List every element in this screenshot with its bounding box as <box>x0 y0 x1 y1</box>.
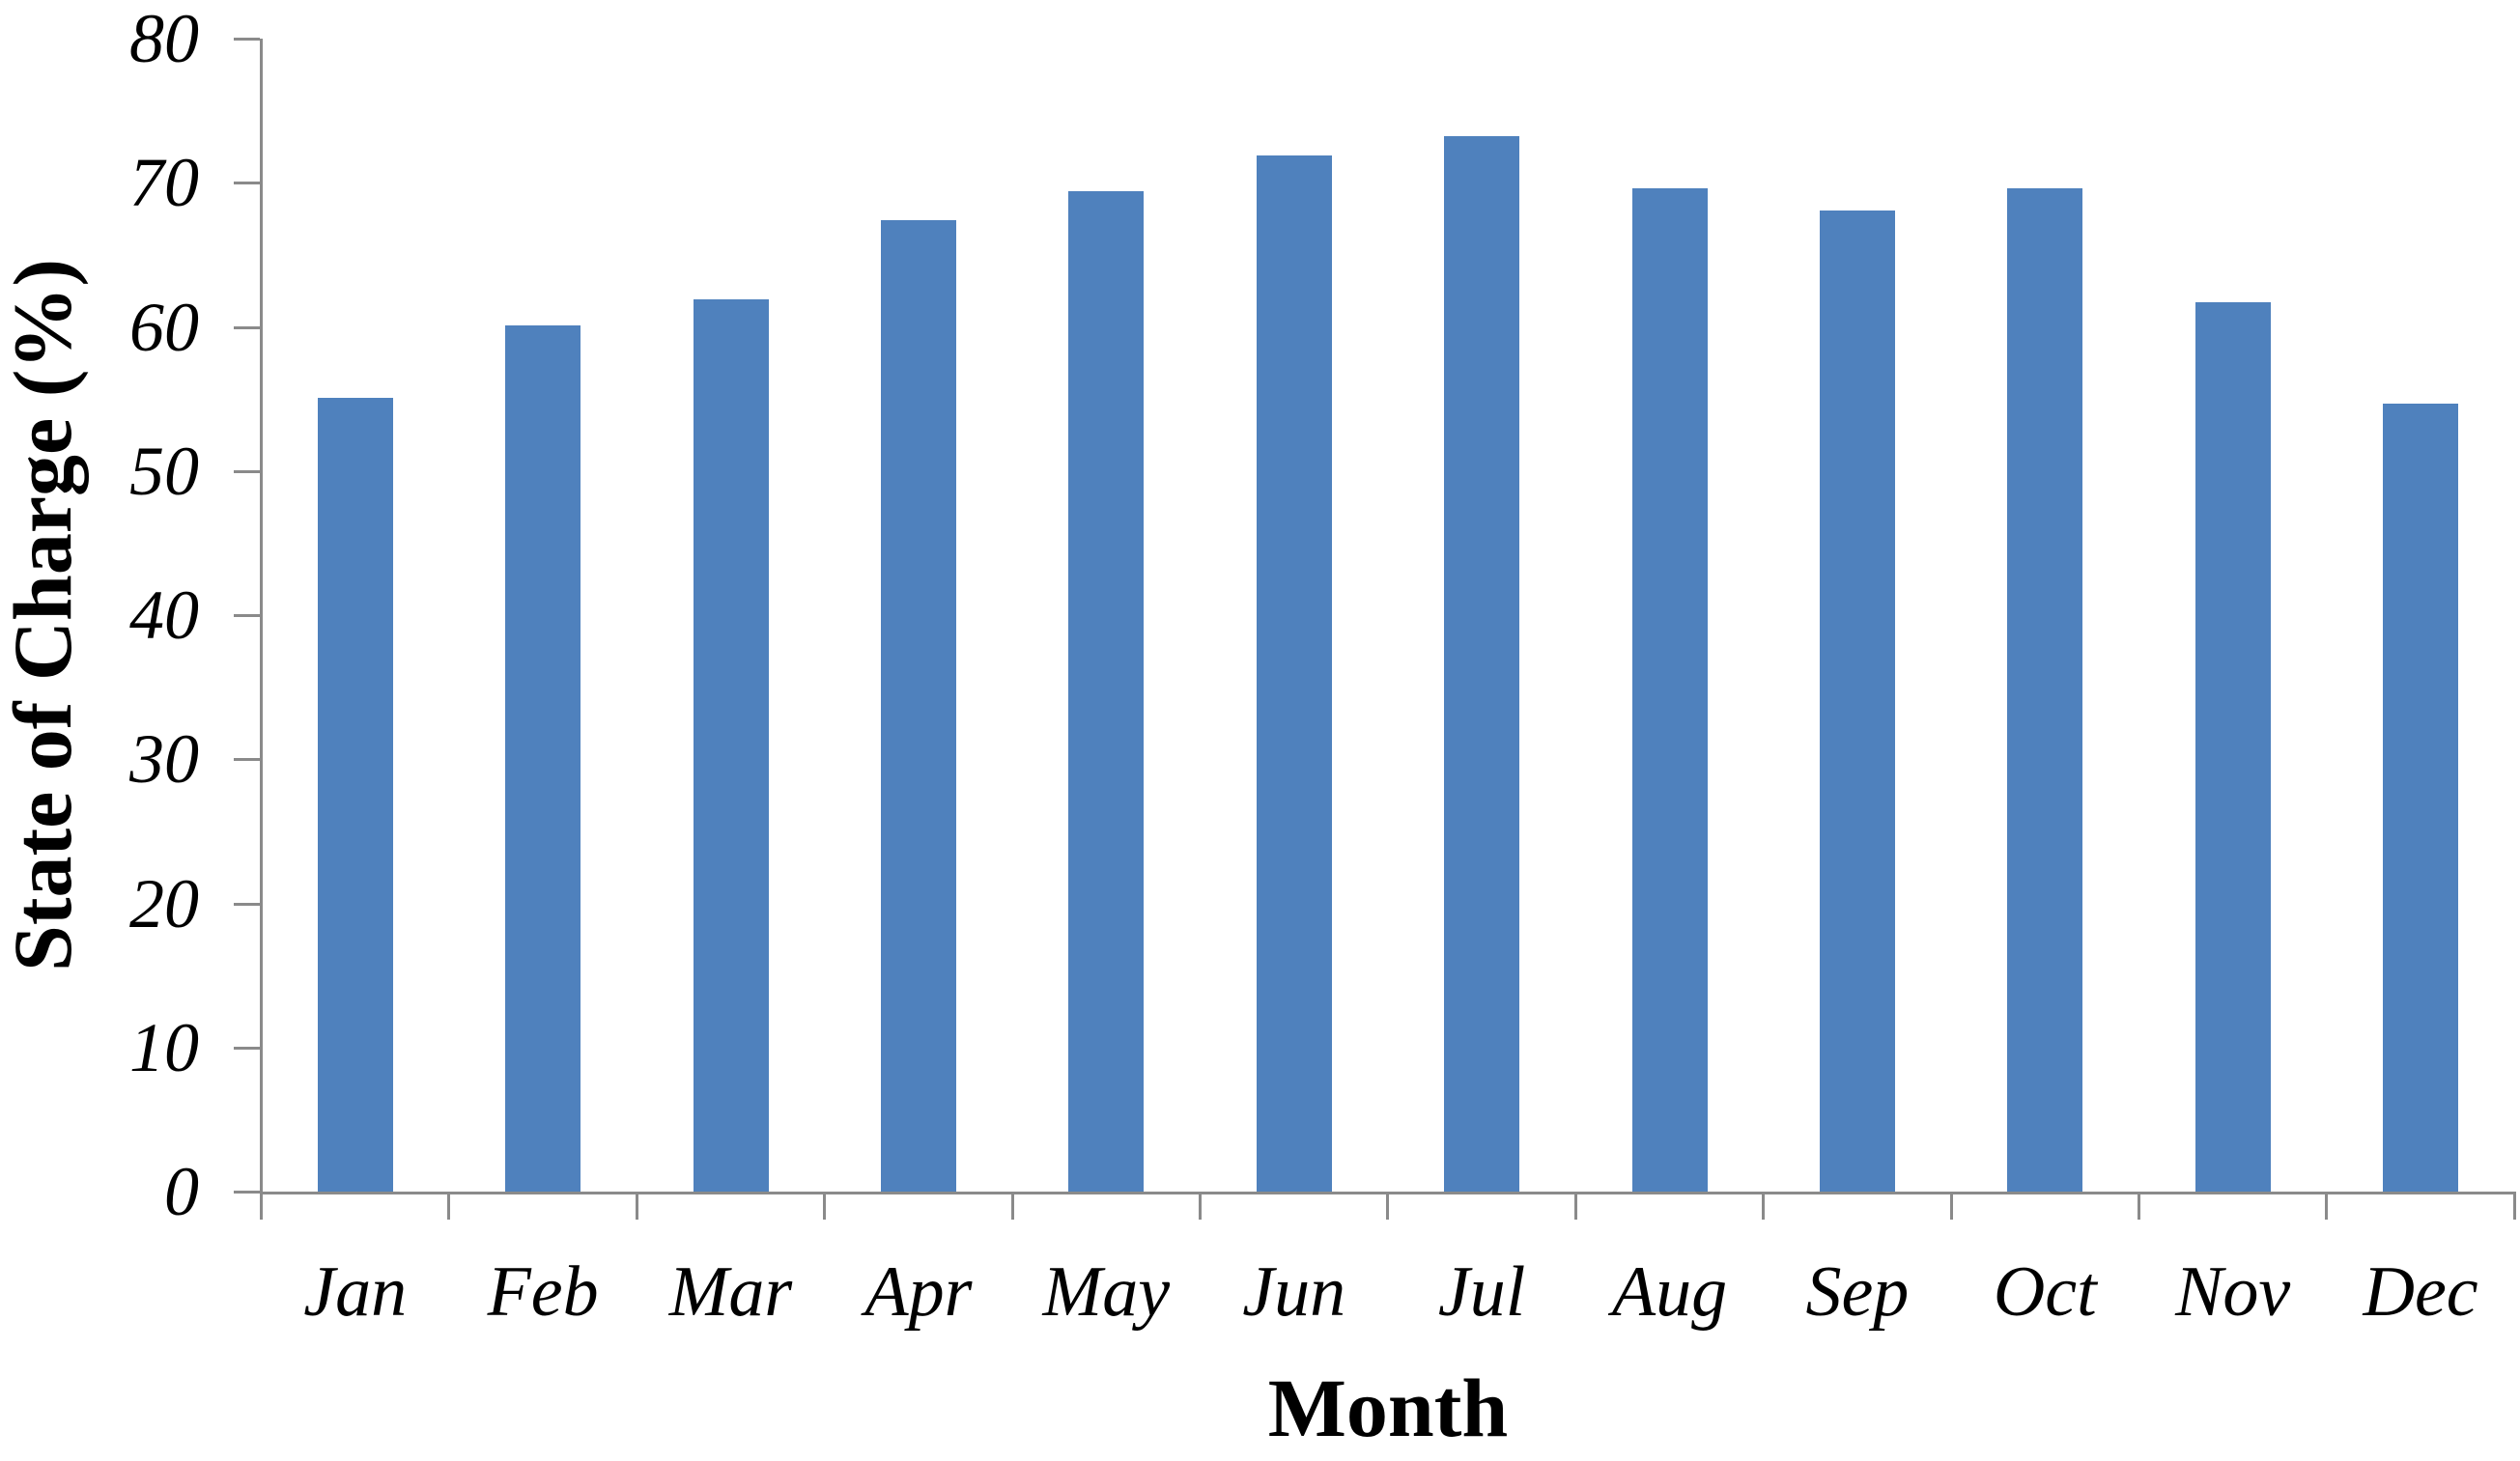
x-axis-title: Month <box>1267 1362 1509 1454</box>
x-tick-label: Jan <box>303 1252 408 1332</box>
y-axis-line <box>260 39 263 1194</box>
y-tick-label: 80 <box>129 0 199 77</box>
bar-sep <box>1819 210 1895 1192</box>
bar-apr <box>880 220 956 1192</box>
x-tick-mark <box>1949 1194 1953 1220</box>
bar-oct <box>2007 188 2083 1192</box>
x-tick-label: Nov <box>2175 1252 2291 1332</box>
x-tick-mark <box>260 1194 263 1220</box>
x-tick-mark <box>2325 1194 2329 1220</box>
x-tick-mark <box>447 1194 451 1220</box>
x-tick-mark <box>1762 1194 1766 1220</box>
bar-jan <box>317 397 393 1192</box>
y-tick-label: 0 <box>164 1153 199 1230</box>
bar-nov <box>2194 302 2271 1192</box>
bar-aug <box>1631 188 1708 1192</box>
bar-dec <box>2383 403 2459 1192</box>
x-tick-label: May <box>1042 1252 1171 1332</box>
y-tick-mark <box>234 38 260 41</box>
y-tick-label: 20 <box>129 864 199 942</box>
y-tick-mark <box>234 1046 260 1050</box>
x-tick-mark <box>823 1194 827 1220</box>
y-tick-label: 60 <box>129 288 199 366</box>
x-axis-line <box>260 1192 2516 1194</box>
x-tick-label: Mar <box>668 1252 793 1332</box>
bar-feb <box>505 325 581 1192</box>
x-tick-mark <box>1386 1194 1390 1220</box>
y-tick-label: 30 <box>129 720 199 799</box>
x-tick-label: Sep <box>1805 1252 1910 1332</box>
y-tick-label: 10 <box>129 1008 199 1086</box>
bar-jul <box>1444 136 1520 1192</box>
y-tick-label: 70 <box>129 144 199 222</box>
y-tick-mark <box>234 758 260 762</box>
x-tick-label: Feb <box>487 1252 599 1332</box>
x-tick-label: Aug <box>1611 1252 1728 1332</box>
bar-jun <box>1256 155 1332 1192</box>
y-tick-label: 40 <box>129 576 199 654</box>
y-tick-mark <box>234 902 260 906</box>
y-tick-mark <box>234 614 260 617</box>
x-tick-mark <box>1010 1194 1014 1220</box>
x-tick-mark <box>1199 1194 1202 1220</box>
x-tick-label: Jul <box>1437 1252 1526 1332</box>
y-tick-mark <box>234 1191 260 1194</box>
y-tick-mark <box>234 469 260 473</box>
x-tick-label: Dec <box>2363 1252 2478 1332</box>
y-tick-mark <box>234 182 260 185</box>
x-tick-mark <box>2512 1194 2516 1220</box>
x-tick-label: Jun <box>1242 1252 1346 1332</box>
bar-may <box>1068 191 1145 1192</box>
x-tick-mark <box>2138 1194 2140 1220</box>
y-tick-label: 50 <box>129 432 199 510</box>
x-tick-mark <box>1573 1194 1577 1220</box>
bar-mar <box>693 299 769 1192</box>
x-tick-label: Oct <box>1993 1252 2097 1332</box>
x-tick-label: Apr <box>864 1252 973 1332</box>
y-tick-mark <box>234 325 260 329</box>
x-tick-mark <box>635 1194 638 1220</box>
